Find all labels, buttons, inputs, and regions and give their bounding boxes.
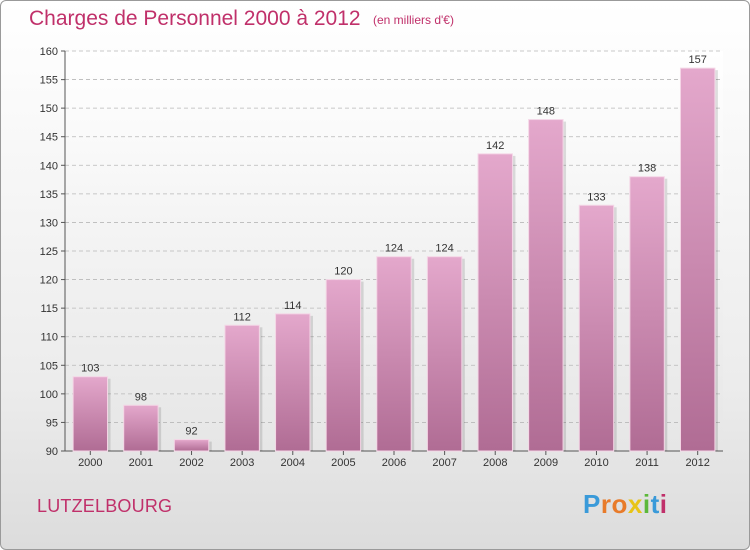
y-tick-label: 120 (40, 275, 58, 287)
y-tick-label: 95 (46, 417, 58, 429)
bar-2004 (275, 313, 311, 452)
x-tick-label: 2001 (129, 457, 153, 469)
y-tick-label: 115 (40, 303, 58, 315)
bar-2002 (173, 439, 210, 452)
x-tick-label: 2012 (685, 457, 709, 469)
x-tick-label: 2008 (483, 457, 507, 469)
x-tick-label: 2002 (179, 457, 203, 469)
bar-value-label: 112 (233, 311, 251, 323)
y-tick-label: 145 (40, 132, 58, 144)
bar-2011 (629, 176, 665, 452)
x-tick-label: 2005 (331, 457, 355, 469)
bar-value-label: 124 (435, 243, 453, 255)
bar-2006 (376, 256, 412, 452)
bar-value-label: 120 (334, 266, 352, 278)
y-tick-label: 90 (46, 446, 58, 458)
bar-value-label: 98 (135, 391, 147, 403)
x-tick-label: 2007 (432, 457, 456, 469)
bar-2005 (325, 279, 362, 452)
bar-2001 (123, 404, 159, 452)
y-tick-label: 135 (40, 189, 58, 201)
bar-value-label: 148 (537, 106, 555, 118)
x-tick-label: 2003 (230, 457, 254, 469)
y-tick-label: 125 (40, 246, 58, 258)
bar-value-label: 92 (185, 426, 197, 438)
bar-value-label: 133 (587, 191, 605, 203)
logo-letter: o (611, 489, 628, 519)
x-tick-label: 2010 (584, 457, 608, 469)
logo-letter: i (642, 489, 651, 519)
x-tick-label: 2000 (78, 457, 102, 469)
bar-2008 (477, 153, 513, 452)
y-tick-label: 100 (40, 389, 58, 401)
bar-value-label: 103 (81, 363, 99, 375)
x-tick-label: 2009 (534, 457, 558, 469)
chart-subtitle: (en milliers d'€) (373, 13, 454, 27)
bar-value-label: 142 (486, 140, 504, 152)
bar-value-label: 157 (689, 54, 707, 66)
logo-letter: x (627, 489, 643, 519)
y-tick-label: 155 (40, 75, 58, 87)
y-tick-label: 110 (40, 332, 58, 344)
proxiti-logo: Proxiti (583, 489, 667, 520)
bar-2003 (224, 324, 260, 452)
logo-letter: P (583, 489, 601, 519)
x-tick-label: 2006 (382, 457, 406, 469)
bar-2000 (72, 376, 109, 452)
bar-2007 (426, 256, 463, 452)
logo-letter: t (650, 489, 660, 519)
y-tick-label: 160 (40, 46, 58, 58)
bar-2010 (578, 204, 615, 452)
bar-value-label: 138 (638, 163, 656, 175)
y-tick-label: 105 (40, 360, 58, 372)
bar-value-label: 124 (385, 243, 403, 255)
chart-title: Charges de Personnel 2000 à 2012 (29, 7, 361, 30)
x-tick-label: 2011 (635, 457, 659, 469)
y-tick-label: 140 (40, 160, 58, 172)
x-tick-label: 2004 (281, 457, 305, 469)
bar-2009 (528, 119, 564, 452)
logo-letter: r (600, 489, 612, 519)
place-name: LUTZELBOURG (37, 496, 173, 516)
logo-letter: i (659, 489, 668, 519)
bar-2012 (679, 67, 716, 452)
y-tick-label: 150 (40, 103, 58, 115)
y-tick-label: 130 (40, 217, 58, 229)
bar-value-label: 114 (284, 300, 302, 312)
